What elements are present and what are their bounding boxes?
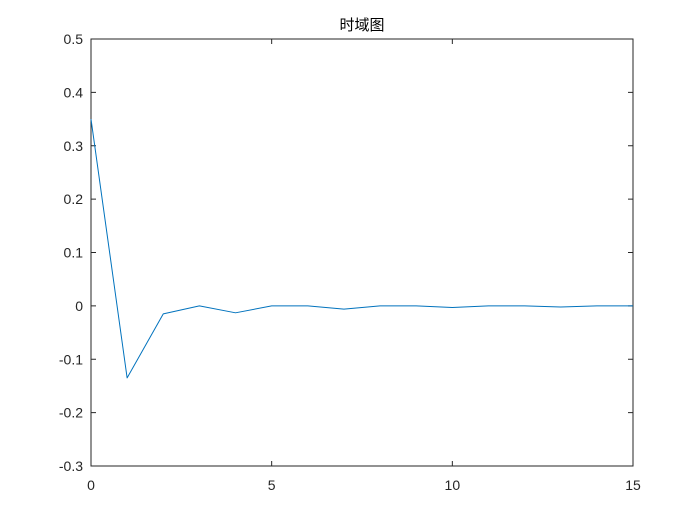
y-tick-label: -0.2 — [59, 405, 83, 421]
x-tick-label: 10 — [445, 477, 461, 493]
chart-title: 时域图 — [339, 16, 384, 34]
data-point — [161, 312, 165, 316]
data-point — [486, 304, 490, 308]
data-point — [234, 311, 238, 315]
data-point — [595, 304, 599, 308]
data-point — [89, 117, 93, 121]
data-point — [342, 307, 346, 311]
data-point — [378, 304, 382, 308]
series-line-0 — [90, 118, 633, 379]
x-tick-label: 0 — [87, 477, 95, 493]
x-axis: 0 5 10 15 — [87, 39, 641, 493]
y-tick-label: 0.1 — [64, 245, 84, 261]
y-tick-label: 0.5 — [64, 31, 84, 47]
data-point — [270, 304, 274, 308]
y-tick-label: 0.2 — [64, 191, 84, 207]
y-tick-label: 0.3 — [64, 138, 84, 154]
y-tick-label: -0.1 — [59, 351, 83, 367]
x-tick-label: 15 — [625, 477, 641, 493]
data-point — [197, 304, 201, 308]
data-point — [450, 305, 454, 309]
y-tick-label: 0.4 — [64, 84, 84, 100]
data-point — [559, 305, 563, 309]
x-tick-label: 5 — [268, 477, 276, 493]
data-point — [414, 304, 418, 308]
data-point — [523, 304, 527, 308]
y-axis: 0.5 0.4 0.3 0.2 0.1 0 -0.1 -0.2 -0.3 — [59, 31, 633, 474]
data-point — [125, 376, 129, 380]
plot-area — [90, 38, 634, 467]
data-point — [306, 304, 310, 308]
data-point — [631, 304, 635, 308]
series-layer — [89, 117, 635, 380]
y-tick-label: -0.3 — [59, 458, 83, 474]
y-tick-label: 0 — [75, 298, 83, 314]
